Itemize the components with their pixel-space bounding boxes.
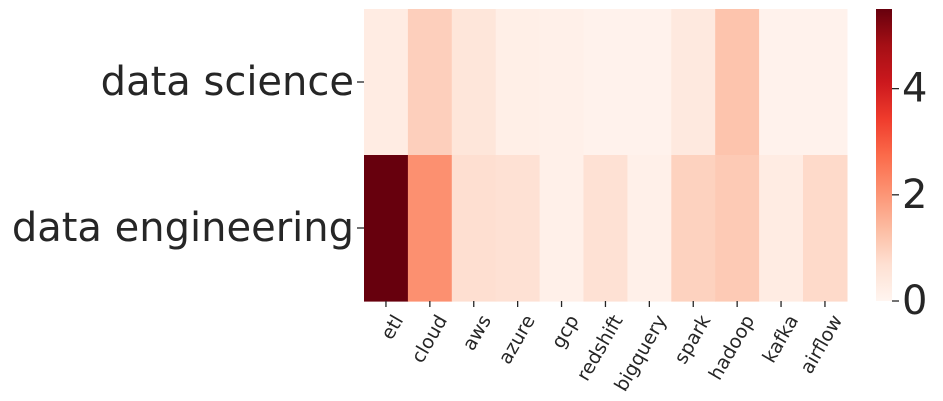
- heatmap-cell: [715, 9, 760, 156]
- heatmap-cell: [627, 155, 672, 302]
- heatmap-cell: [451, 9, 497, 156]
- heatmap-cell: [583, 155, 628, 302]
- heatmap-cell: [583, 9, 628, 156]
- row-label: data science: [101, 59, 354, 105]
- heatmap-cell: [539, 155, 585, 302]
- heatmap-cell: [364, 155, 409, 302]
- heatmap-cell: [407, 9, 453, 156]
- heatmap-cell: [495, 155, 541, 302]
- row-labels: data science data engineering: [12, 59, 364, 251]
- heatmap-cell: [671, 155, 716, 302]
- heatmap-cell: [451, 155, 497, 302]
- heatmap-cell: [407, 155, 453, 302]
- colorbar: 0 2 4: [876, 9, 927, 324]
- column-label: aws: [458, 311, 496, 354]
- row-label: data engineering: [12, 205, 354, 251]
- heatmap-cell: [671, 9, 716, 156]
- colorbar-tick-label: 0: [902, 278, 927, 324]
- column-label: kafka: [758, 311, 803, 366]
- column-label: cloud: [407, 311, 452, 367]
- heatmap-cell: [803, 155, 848, 302]
- column-label: gcp: [547, 311, 583, 352]
- heatmap-cell: [539, 9, 585, 156]
- heatmap-cells: [364, 9, 848, 302]
- heatmap-cell: [715, 155, 760, 302]
- column-label: etl: [377, 311, 408, 343]
- heatmap-cell: [627, 9, 672, 156]
- heatmap-cell: [759, 9, 804, 156]
- colorbar-tick-label: 4: [902, 66, 927, 112]
- heatmap-cell: [364, 9, 409, 156]
- column-label: spark: [670, 311, 715, 367]
- colorbar-tick-label: 2: [902, 172, 927, 218]
- heatmap-cell: [803, 9, 848, 156]
- column-label: azure: [494, 311, 539, 368]
- column-label: airflow: [796, 311, 847, 377]
- colorbar-gradient: [876, 9, 892, 301]
- heatmap-cell: [759, 155, 804, 302]
- heatmap-cell: [495, 9, 541, 156]
